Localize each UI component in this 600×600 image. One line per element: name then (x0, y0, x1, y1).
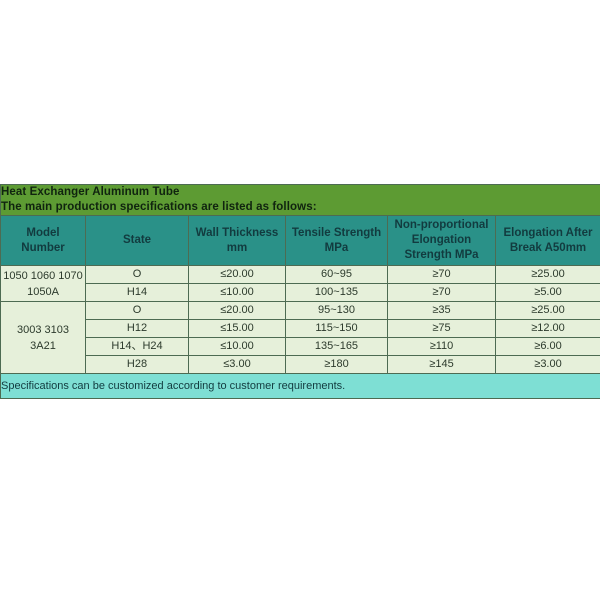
table-row: H12 ≤15.00 115~150 ≥75 ≥12.00 (1, 319, 600, 338)
model-number-cell-group-2: 3003 3103 3A21 (0, 301, 86, 374)
cell-elongation-after-break: ≥5.00 (494, 283, 600, 302)
column-header-elongation-after-break: Elongation After Break A50mm (494, 215, 600, 266)
column-header-model-number: Model Number (0, 215, 86, 266)
cell-state: O (85, 265, 189, 284)
column-header-tensile-strength-line2: MPa (324, 241, 349, 254)
column-header-non-proportional-elongation-strength: Non-proportional Elongation Strength MPa (387, 215, 496, 266)
cell-tensile-strength: 60~95 (285, 265, 388, 284)
cell-state: H14 (85, 283, 189, 302)
table-row: 3003 3103 3A21 O ≤20.00 95~130 ≥35 ≥25.0… (0, 301, 600, 374)
table-row: H28 ≤3.00 ≥180 ≥145 ≥3.00 (1, 355, 600, 374)
column-header-wall-thickness-line1: Wall Thickness (195, 226, 279, 239)
cell-tensile-strength: ≥180 (285, 355, 388, 374)
cell-non-proportional: ≥110 (387, 337, 496, 356)
column-header-non-proportional-line1: Non-proportional (394, 219, 489, 231)
column-header-tensile-strength-line1: Tensile Strength (291, 226, 382, 239)
cell-wall-thickness: ≤15.00 (188, 319, 286, 338)
cell-non-proportional: ≥35 (387, 301, 496, 320)
cell-wall-thickness: ≤10.00 (188, 337, 286, 356)
table-row: 1050 1060 1070 1050A O ≤20.00 60~95 ≥70 … (0, 265, 600, 302)
model-number-line2: 3A21 (30, 339, 56, 352)
specification-table: Heat Exchanger Aluminum Tube The main pr… (0, 184, 600, 399)
customization-note: Specifications can be customized accordi… (0, 373, 600, 399)
cell-non-proportional: ≥70 (387, 265, 496, 284)
column-header-model-number-line2: Number (21, 241, 65, 254)
table-note-row: Specifications can be customized accordi… (0, 373, 600, 399)
table-row: H14、H24 ≤10.00 135~165 ≥110 ≥6.00 (1, 337, 600, 356)
model-number-line2: 1050A (27, 285, 59, 298)
cell-wall-thickness: ≤20.00 (188, 301, 286, 320)
cell-tensile-strength: 115~150 (285, 319, 388, 338)
cell-elongation-after-break: ≥12.00 (494, 319, 600, 338)
cell-non-proportional: ≥75 (387, 319, 496, 338)
cell-elongation-after-break: ≥25.00 (494, 301, 600, 320)
column-header-non-proportional-line3: Strength MPa (404, 249, 479, 261)
column-header-tensile-strength: Tensile Strength MPa (285, 215, 388, 266)
cell-tensile-strength: 100~135 (285, 283, 388, 302)
cell-tensile-strength: 135~165 (285, 337, 388, 356)
cell-state: H14、H24 (85, 337, 189, 356)
product-subtitle: The main production specifications are l… (1, 201, 317, 213)
cell-state: O (85, 301, 189, 320)
column-header-model-number-line1: Model (26, 226, 60, 239)
specification-table-container: Heat Exchanger Aluminum Tube The main pr… (0, 184, 600, 399)
column-header-wall-thickness: Wall Thickness mm (188, 215, 286, 266)
cell-state: H12 (85, 319, 189, 338)
cell-non-proportional: ≥70 (387, 283, 496, 302)
cell-wall-thickness: ≤10.00 (188, 283, 286, 302)
cell-wall-thickness: ≤3.00 (188, 355, 286, 374)
column-header-state: State (85, 215, 189, 266)
table-header-row: Model Number State Wall Thickness mm Ten… (0, 215, 600, 266)
title-band-cell: Heat Exchanger Aluminum Tube The main pr… (0, 184, 600, 216)
cell-elongation-after-break: ≥6.00 (494, 337, 600, 356)
column-header-non-proportional-line2: Elongation (411, 234, 472, 246)
cell-elongation-after-break: ≥25.00 (494, 265, 600, 284)
cell-elongation-after-break: ≥3.00 (494, 355, 600, 374)
cell-tensile-strength: 95~130 (285, 301, 388, 320)
column-header-elongation-after-break-line1: Elongation After (503, 226, 593, 239)
model-number-cell-group-1: 1050 1060 1070 1050A (0, 265, 86, 302)
table-title-row: Heat Exchanger Aluminum Tube The main pr… (0, 184, 600, 216)
column-header-state-line1: State (122, 234, 152, 246)
model-number-line1: 1050 1060 1070 (3, 269, 83, 282)
column-header-elongation-after-break-line2: Break A50mm (509, 241, 587, 254)
cell-non-proportional: ≥145 (387, 355, 496, 374)
product-title: Heat Exchanger Aluminum Tube (1, 186, 180, 198)
column-header-wall-thickness-line2: mm (226, 241, 248, 254)
table-row: H14 ≤10.00 100~135 ≥70 ≥5.00 (1, 283, 600, 302)
cell-state: H28 (85, 355, 189, 374)
model-number-line1: 3003 3103 (17, 323, 69, 336)
cell-wall-thickness: ≤20.00 (188, 265, 286, 284)
